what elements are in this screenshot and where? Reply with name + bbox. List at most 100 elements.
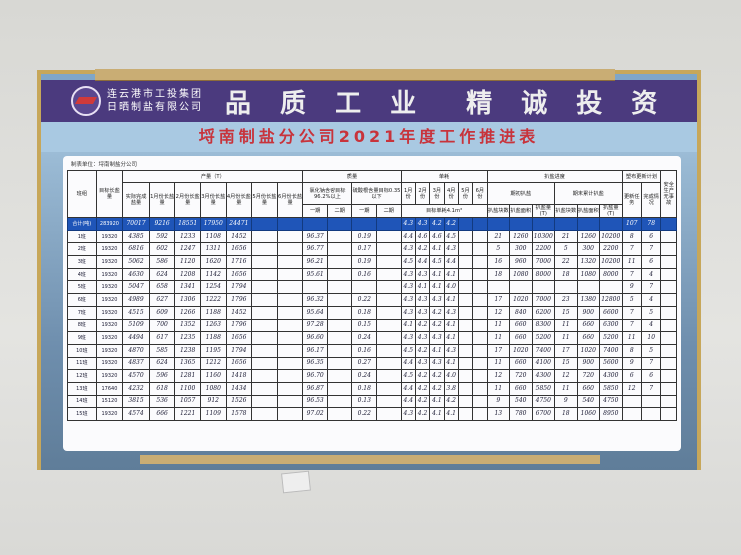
table-cell [276,394,304,409]
header-so4-phase1: 一期 [351,204,378,218]
table-cell: 96.70 [302,369,328,383]
table-cell: 4.3 [414,293,431,307]
table-cell: 96.35 [302,356,328,371]
table-cell: 5 [621,293,642,307]
table-cell: 4385 [122,229,150,244]
table-row: 14班 15120 3815 536 1057 912 1526 96.53 0.13 4.4 4.… [67,394,677,409]
table-cell [251,407,278,421]
table-cell: 5062 [122,255,150,269]
header-month-1: 1月份长盐量 [148,182,176,218]
table-cell: 4.3 [443,242,459,257]
table-cell: 12 [554,369,578,383]
table-cell: 1418 [225,369,253,383]
table-cell [326,267,353,282]
table-cell: 617 [148,331,176,345]
unit-label: 制表单位：埒南制盐分公司 [71,162,138,168]
table-row: 4班 19320 4630 624 1208 1142 1656 95.61 0.16 4.3 4.… [67,267,677,282]
table-cell: 4.6 [429,229,445,244]
table-cell: 9216 [148,217,176,231]
table-cell: 4.3 [400,217,416,231]
table-cell: 4574 [122,407,150,421]
table-cell [472,242,488,257]
header-month-5: 5月份长盐量 [251,182,278,218]
table-cell [251,242,278,257]
table-cell [302,280,328,295]
table-cell: 1434 [225,381,253,396]
table-cell: 12800 [599,293,623,307]
table-cell: 4750 [531,394,556,409]
table-cell [251,318,278,333]
table-cell [660,280,677,295]
table-cell: 11班 [67,356,97,371]
slogan-right: 精 诚 投 资 [466,88,668,119]
table-cell: 1238 [174,343,201,358]
table-cell: 18 [554,267,578,282]
slogan-left: 品 质 工 业 [225,88,427,119]
header-renewal: 塑布更新计划 [621,170,662,183]
table-cell: 1281 [174,369,201,383]
table-cell: 4300 [531,369,556,383]
table-cell: 1222 [199,293,227,307]
table-cell: 8班 [67,318,97,333]
table-cell: 4.4 [400,394,416,409]
table-cell: 4.2 [429,369,445,383]
table-row: 1班 19320 4385 592 1233 1108 1452 96.37 0.19 4.4 4.… [67,229,677,244]
table-cell: 4.1 [443,331,459,345]
table-cell: 4.1 [443,318,459,333]
table-cell: 4630 [122,267,150,282]
bottom-rail [140,455,600,464]
table-cell [486,217,511,231]
table-cell: 1254 [199,280,227,295]
table-cell [251,369,278,383]
table-cell: 12班 [67,369,97,383]
table-cell: 4.1 [443,407,459,421]
header-cons-5: 5月份 [457,182,474,205]
table-cell: 660 [576,318,601,333]
table-cell [472,217,488,231]
table-cell: 4100 [531,356,556,371]
header-safety: 安全生产无事故 [660,170,677,218]
progress-table: 班组 目标长盐量 产量（T） 质量 单耗 扒盐进度 塑布更新计划 安全生产无事故… [67,170,677,421]
table-cell [251,280,278,295]
table-cell [376,331,402,345]
table-cell [376,343,402,358]
table-cell: 8950 [599,407,623,421]
table-cell [472,267,488,282]
table-cell: 592 [148,229,176,244]
header-nacl-phase2: 二期 [326,204,353,218]
table-cell [326,394,353,409]
table-cell: 0.27 [351,356,378,371]
header-so4-phase2: 二期 [376,204,402,218]
table-cell: 7 [640,280,662,295]
table-cell: 5850 [599,381,623,396]
table-cell: 11 [621,255,642,269]
table-cell [326,331,353,345]
table-cell: 300 [576,242,601,257]
table-cell [376,305,402,320]
table-cell [351,217,378,231]
company-line2: 日晒制盐有限公司 [107,102,203,113]
header-month-6: 6月份长盐量 [276,182,304,218]
table-cell: 6 [640,255,662,269]
table-cell [251,381,278,396]
table-cell: 4989 [122,293,150,307]
table-cell: 5047 [122,280,150,295]
table-cell: 536 [148,394,176,409]
table-cell [326,217,353,231]
table-cell: 11 [554,331,578,345]
table-cell: 11 [554,318,578,333]
table-cell [326,381,353,396]
table-cell: 1380 [576,293,601,307]
table-cell: 1060 [576,407,601,421]
table-cell: 19320 [95,280,124,295]
header-quality: 质量 [302,170,402,183]
table-cell [640,394,662,409]
table-cell: 4.2 [429,318,445,333]
table-cell: 4.3 [414,305,431,320]
table-cell: 0.17 [351,242,378,257]
table-cell: 7 [621,305,642,320]
table-cell: 1班 [67,229,97,244]
table-cell: 7 [640,381,662,396]
table-cell: 1221 [174,407,201,421]
table-cell: 4.2 [443,217,459,231]
